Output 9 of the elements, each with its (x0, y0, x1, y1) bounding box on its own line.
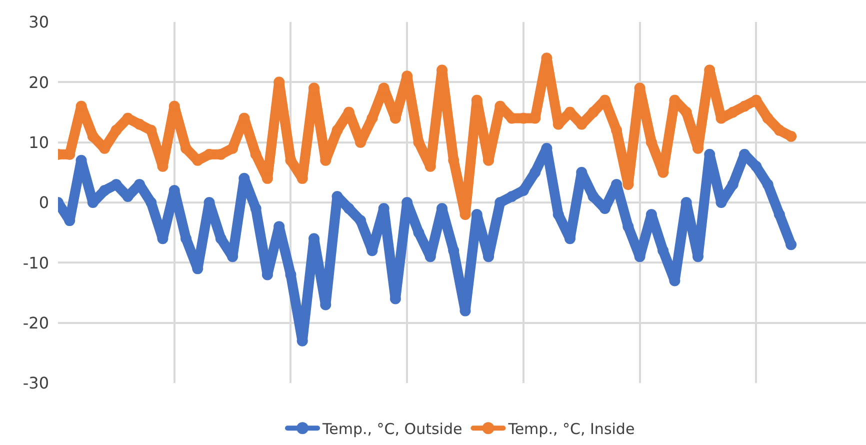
y-tick-label: -30 (22, 374, 49, 393)
y-tick-label: 10 (28, 132, 49, 152)
y-tick-label: 30 (28, 12, 49, 32)
y-tick-label: -20 (22, 313, 49, 332)
legend-label: Temp., °C, Inside (507, 420, 635, 438)
y-tick-label: -10 (22, 253, 49, 272)
y-tick-label: 20 (28, 72, 49, 92)
y-tick-label: 0 (38, 193, 49, 212)
legend-label: Temp., °C, Outside (322, 420, 462, 438)
